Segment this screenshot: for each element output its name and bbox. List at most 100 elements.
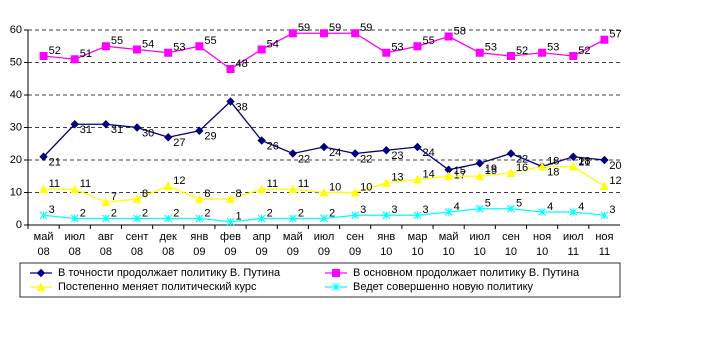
data-point xyxy=(288,214,297,223)
x-tick-label-part: 08 xyxy=(100,246,112,258)
data-label: 4 xyxy=(547,201,553,213)
data-point xyxy=(257,214,266,223)
data-label: 3 xyxy=(609,204,615,216)
x-tick-label: май 08 xyxy=(34,231,54,258)
data-label: 2 xyxy=(329,207,335,219)
data-label: 55 xyxy=(204,35,216,47)
data-point xyxy=(257,184,266,194)
data-point xyxy=(101,214,110,223)
x-tick-label: сен 09 xyxy=(346,231,364,258)
data-label: 22 xyxy=(298,153,310,165)
y-tick-label: 0 xyxy=(16,219,22,231)
data-point xyxy=(164,214,173,223)
data-point xyxy=(70,184,80,194)
data-point xyxy=(257,136,266,145)
data-label: 55 xyxy=(111,35,123,47)
data-label: 29 xyxy=(204,131,216,143)
data-label: 16 xyxy=(516,162,528,174)
x-tick-label: янв 09 xyxy=(190,231,208,258)
x-tick-label: мар 10 xyxy=(408,231,428,258)
data-label: 11 xyxy=(298,178,309,190)
data-label: 27 xyxy=(173,137,185,149)
x-tick-label-part: июл xyxy=(314,231,335,243)
data-label: 12 xyxy=(173,175,185,187)
data-point xyxy=(538,48,547,57)
data-point xyxy=(288,149,298,158)
data-label: 31 xyxy=(111,124,123,136)
data-point xyxy=(475,48,484,57)
x-tick-label-part: 10 xyxy=(474,246,486,258)
data-label: 53 xyxy=(391,42,403,54)
x-tick-label-part: 10 xyxy=(411,246,423,258)
data-point xyxy=(133,45,142,54)
data-point xyxy=(413,142,422,152)
x-tick-label-part: мар xyxy=(408,231,428,243)
data-point xyxy=(226,194,235,203)
data-point xyxy=(600,35,609,44)
data-label: 15 xyxy=(454,165,466,177)
x-tick-label: янв 10 xyxy=(377,231,395,258)
data-point xyxy=(569,208,578,216)
data-point xyxy=(70,120,79,129)
data-point xyxy=(132,123,142,132)
data-label: 59 xyxy=(360,22,372,34)
data-label: 8 xyxy=(236,188,242,200)
data-label: 12 xyxy=(609,175,621,187)
data-point xyxy=(600,211,609,220)
data-point xyxy=(600,181,609,190)
x-tick-label: сен 10 xyxy=(502,231,520,258)
data-point xyxy=(319,142,329,152)
data-label: 10 xyxy=(360,181,372,193)
data-point xyxy=(70,55,79,64)
data-point xyxy=(195,42,204,51)
data-label: 18 xyxy=(547,155,559,167)
y-tick-label: 50 xyxy=(10,56,22,68)
x-tick-label-part: июл xyxy=(563,231,584,243)
x-tick-label-part: дек xyxy=(160,231,178,243)
x-tick-label-part: 10 xyxy=(536,246,548,258)
data-label: 31 xyxy=(80,124,92,136)
data-point xyxy=(351,29,360,38)
x-tick-label-part: май xyxy=(34,231,54,243)
x-tick-label: авг 08 xyxy=(98,231,114,258)
data-label: 3 xyxy=(49,204,55,216)
data-label: 2 xyxy=(111,207,117,219)
data-label: 53 xyxy=(173,42,185,54)
data-label: 54 xyxy=(267,38,279,50)
data-point xyxy=(39,211,48,220)
legend-marker xyxy=(36,282,46,291)
x-tick-label: июл 11 xyxy=(563,231,584,258)
x-tick-label-part: ноя xyxy=(533,231,551,243)
x-tick-label-part: 10 xyxy=(380,246,392,258)
data-label: 2 xyxy=(142,207,148,219)
data-point xyxy=(600,155,609,165)
data-label: 2 xyxy=(267,207,273,219)
data-point xyxy=(475,159,484,168)
data-label: 51 xyxy=(80,48,92,60)
data-point xyxy=(507,204,515,213)
data-point xyxy=(320,29,328,38)
data-point xyxy=(70,214,79,223)
data-label: 2 xyxy=(204,207,210,219)
data-point xyxy=(101,120,111,129)
data-point xyxy=(164,133,173,142)
data-label: 53 xyxy=(485,42,497,54)
data-label: 52 xyxy=(516,45,528,57)
data-point xyxy=(569,152,578,161)
data-label: 53 xyxy=(547,42,559,54)
data-label: 18 xyxy=(578,155,590,167)
data-label: 11 xyxy=(267,178,278,190)
x-tick-label: май 09 xyxy=(283,231,303,258)
x-tick-label-part: июл xyxy=(64,231,85,243)
x-tick-label-part: 09 xyxy=(349,246,361,258)
x-tick-label-part: 09 xyxy=(256,246,268,258)
data-label: 18 xyxy=(547,166,559,178)
data-label: 54 xyxy=(142,38,154,50)
data-point xyxy=(444,32,453,41)
x-tick-label-part: май xyxy=(439,231,459,243)
data-point xyxy=(569,52,578,60)
data-label: 3 xyxy=(360,204,366,216)
data-point xyxy=(39,184,48,194)
data-label: 8 xyxy=(204,188,210,200)
x-tick-label-part: 08 xyxy=(162,246,174,258)
